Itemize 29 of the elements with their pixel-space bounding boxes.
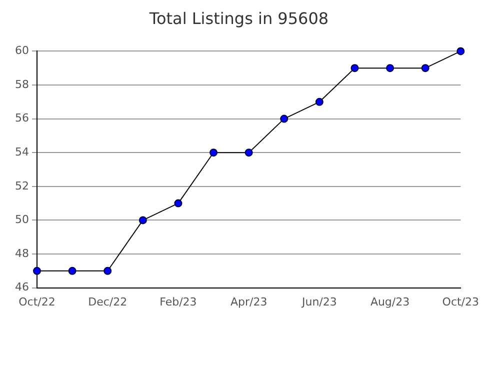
point [280, 114, 288, 123]
point [315, 98, 324, 106]
point [138, 216, 147, 224]
y-tick-label: 54 [14, 145, 29, 158]
point [350, 64, 359, 72]
y-tick-label: 48 [14, 246, 29, 260]
x-tick-label: Oct/22 [18, 295, 56, 308]
x-tick-label: Dec/22 [88, 295, 128, 308]
y-tick-label: 46 [14, 280, 29, 294]
point [244, 148, 253, 157]
y-tick-label: 56 [14, 112, 29, 125]
y-tick-label: 58 [14, 78, 29, 91]
y-tick-label: 52 [14, 179, 29, 192]
x-tick-label: Aug/23 [370, 295, 410, 308]
x-tick-label: Apr/23 [230, 295, 268, 308]
x-tick-label: Oct/23 [442, 295, 480, 308]
y-tick-label: 60 [14, 44, 29, 58]
x-tick-label: Jun/23 [300, 295, 337, 308]
point [68, 266, 76, 275]
point [210, 148, 218, 157]
point [421, 64, 430, 72]
point [174, 199, 182, 208]
point [32, 266, 41, 275]
chart-title: Total Listings in 95608 [148, 8, 329, 28]
point [456, 47, 465, 56]
point [104, 266, 112, 275]
point [386, 64, 394, 72]
y-tick-label: 50 [14, 213, 29, 226]
x-tick-label: Feb/23 [160, 295, 197, 308]
